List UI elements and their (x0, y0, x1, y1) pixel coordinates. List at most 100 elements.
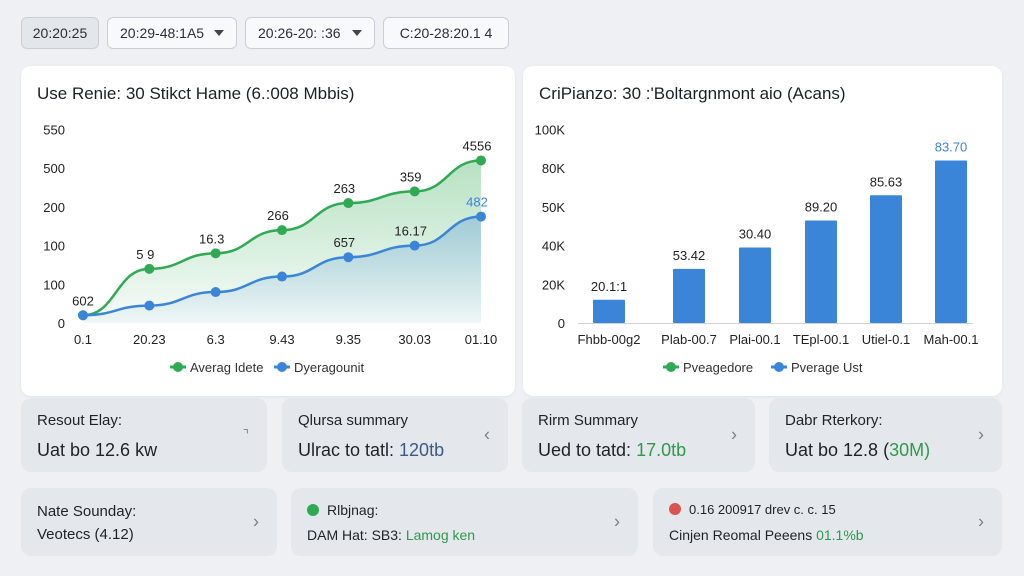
x-tick-label: Plab-00.7 (661, 332, 717, 347)
bar-chart-card: CriPianzo: 30 :'Boltargnmont aio (Acans)… (523, 66, 1002, 396)
summary-card-5-value: Veotecs (4.12) (37, 526, 134, 543)
summary-card-6-title: Rlbjnag: (327, 502, 379, 518)
data-label: 263 (333, 181, 355, 196)
y-tick-label: 100 (43, 239, 65, 254)
legend-label: Pverage Ust (791, 360, 863, 375)
data-point (210, 248, 221, 259)
data-label: 89.20 (805, 199, 838, 214)
summary-card-6-value: DAM Hat: SB3: (307, 527, 406, 543)
bar (739, 247, 771, 323)
data-point (343, 198, 354, 209)
data-label: 482 (466, 195, 488, 210)
range-chip-label: C:20-28:20.1 4 (399, 25, 493, 41)
data-label: 16.3 (199, 231, 224, 246)
summary-card-3[interactable]: Rirm Summary Ued to tatd: 17.0tb › (522, 398, 755, 472)
filter-toolbar: 20:20:25 20:29-48:1A5 20:26-20: :36 C:20… (21, 17, 509, 49)
legend-label: Dyeragounit (294, 360, 364, 375)
data-point (277, 225, 287, 236)
data-label: 83.70 (935, 139, 968, 154)
x-tick-label: 30.03 (398, 332, 431, 347)
data-label: 53.42 (673, 248, 706, 263)
y-tick-label: 100K (535, 123, 566, 138)
line-chart-card: Use Renie: 30 Stikct Hame (6.:008 Mbbis)… (21, 66, 515, 396)
summary-card-7-title: 0.16 200917 drev c. c. 15 (689, 502, 836, 517)
summary-card-4-title: Dabr Rterkory: (785, 412, 883, 429)
chevron-right-icon: › (978, 424, 984, 445)
summary-card-6-value-tail: Lamog ken (405, 527, 476, 543)
x-tick-label: Utiel-0.1 (862, 332, 910, 347)
summary-card-3-title: Rirm Summary (538, 412, 638, 429)
data-label: 602 (72, 293, 94, 308)
legend-label: Pveagedore (683, 360, 753, 375)
x-tick-label: Plai-00.1 (729, 332, 780, 347)
x-tick-label: 6.3 (207, 332, 225, 347)
x-tick-label: TEpl-00.1 (793, 332, 849, 347)
line-chart: 0 100 100 200 500 550 0.1 20.23 6.3 9.43 9.35 30.03… (43, 123, 498, 376)
y-tick-label: 40K (542, 239, 565, 254)
data-label: 4556 (463, 138, 492, 153)
time-chip[interactable]: 20:20:25 (21, 17, 99, 49)
summary-card-1[interactable]: Resout Elay: Uat bo 12.6 kw ⌝ (21, 398, 267, 472)
summary-card-6[interactable]: Rlbjnag: DAM Hat: SB3: Lamog ken › (291, 488, 638, 556)
x-tick-label: 0.1 (74, 332, 92, 347)
summary-card-4[interactable]: Dabr Rterkory: Uat bo 12.8 (30M) › (769, 398, 1002, 472)
y-tick-label: 550 (43, 123, 65, 138)
y-tick-label: 0 (58, 316, 65, 331)
data-label: 30.40 (739, 227, 772, 242)
summary-card-7-value: Cinjen Reomal Peeens (669, 527, 817, 543)
bar (805, 220, 837, 323)
bar-chart-title: CriPianzo: 30 :'Boltargnmont aio (Acans) (539, 84, 846, 103)
summary-card-1-value: Uat bo 12.6 kw (37, 440, 158, 460)
legend-marker (774, 362, 784, 372)
legend-marker (173, 362, 183, 372)
data-label: 359 (400, 169, 422, 184)
y-tick-label: 200 (43, 200, 65, 215)
summary-card-7-value-tail: 01.1%b (816, 527, 864, 543)
range-dropdown-1[interactable]: 20:29-48:1A5 (107, 17, 237, 49)
range-dropdown-2-label: 20:26-20: :36 (258, 25, 341, 41)
x-tick-label: 9.35 (336, 332, 361, 347)
x-tick-label: 01.10 (465, 332, 498, 347)
y-tick-label: 100 (43, 277, 65, 292)
summary-card-2-title: Qlursa summary (298, 412, 409, 429)
line-chart-title: Use Renie: 30 Stikct Hame (6.:008 Mbbis) (37, 84, 355, 103)
summary-card-3-value: Ued to tatd: (538, 440, 637, 460)
summary-card-4-value: Uat bo 12.8 ( (785, 440, 890, 460)
y-tick-label: 50K (542, 200, 565, 215)
chevron-right-icon: › (253, 511, 259, 532)
summary-card-2-value-tail: 120tb (399, 440, 445, 460)
bar-chart: 0 20K 40K 50K 80K 100K 20.1:1 53.42 30.40 89.20 85… (535, 123, 979, 376)
summary-card-4-value-tail: 30M) (889, 440, 931, 460)
bar (673, 268, 705, 323)
series-area (83, 216, 481, 323)
y-tick-label: 500 (43, 161, 65, 176)
range-dropdown-2[interactable]: 20:26-20: :36 (245, 17, 375, 49)
bar (593, 299, 625, 323)
legend-marker (277, 362, 287, 372)
summary-card-5[interactable]: Nate Sounday: Veotecs (4.12) › (21, 488, 277, 556)
range-dropdown-1-label: 20:29-48:1A5 (120, 25, 205, 41)
bar (935, 160, 967, 323)
data-label: 16.17 (394, 224, 427, 239)
chevron-right-icon: › (978, 511, 984, 532)
y-tick-label: 0 (558, 316, 565, 331)
summary-card-2-value: Ulrac to tatl: (298, 440, 400, 460)
data-point (476, 155, 486, 166)
data-label: 85.63 (870, 174, 903, 189)
data-point (78, 310, 88, 321)
data-point (476, 211, 486, 222)
range-chip[interactable]: C:20-28:20.1 4 (383, 17, 509, 49)
x-tick-label: Mah-00.1 (924, 332, 979, 347)
bar (870, 195, 902, 323)
data-point (277, 271, 287, 282)
data-label: 20.1:1 (591, 279, 627, 294)
chevron-right-icon: › (731, 424, 737, 445)
chevron-right-icon: › (614, 511, 620, 532)
alert-dot-icon (669, 503, 681, 515)
chevron-down-icon (352, 30, 362, 36)
summary-card-7[interactable]: 0.16 200917 drev c. c. 15 Cinjen Reomal … (653, 488, 1002, 556)
data-point (409, 186, 420, 197)
data-point (409, 240, 420, 251)
summary-card-2[interactable]: Qlursa summary Ulrac to tatl: 120tb ‹ (282, 398, 508, 472)
data-point (343, 252, 354, 263)
